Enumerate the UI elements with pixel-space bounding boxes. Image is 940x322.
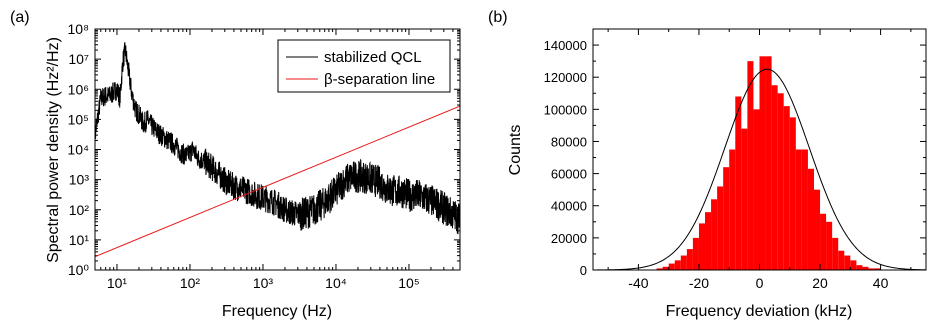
y-tick-label: 20000 (551, 231, 587, 246)
histogram-bar (795, 149, 802, 270)
panel-a-y-axis-label: Spectral power density (Hz²/Hz) (45, 37, 62, 263)
histogram-bar (735, 96, 742, 270)
x-tick-label: 20 (812, 275, 828, 291)
histogram-bar (838, 250, 845, 270)
histogram-bar (692, 237, 699, 270)
panel-a-label: (a) (10, 9, 30, 26)
x-tick-label: 10² (180, 275, 201, 291)
panel-b-y-axis-label: Counts (507, 125, 524, 176)
histogram-bar (789, 117, 796, 270)
histogram-bar (705, 212, 712, 270)
panel-a-x-tick-labels: 10¹ 10² 10³ 10⁴ 10⁵ (107, 275, 420, 291)
x-tick-label: -20 (689, 275, 709, 291)
histogram-bar (747, 61, 754, 270)
histogram-bar (844, 255, 851, 270)
beta-separation-line (95, 105, 460, 258)
histogram-bar (826, 221, 833, 270)
histogram-bar (753, 109, 760, 270)
histogram-bar (680, 255, 687, 270)
legend-label-stabilized-qcl: stabilized QCL (324, 49, 422, 66)
histogram-bar (850, 260, 857, 270)
y-tick-label: 10³ (69, 172, 90, 188)
panel-b-x-tick-labels: -40 -20 0 20 40 (628, 275, 888, 291)
histogram-bar (698, 223, 706, 270)
x-tick-label: -40 (628, 275, 648, 291)
y-tick-label: 80000 (551, 134, 587, 149)
stabilized-qcl-line (95, 41, 460, 235)
histogram-bar (765, 56, 772, 270)
histogram-bar (668, 263, 675, 270)
panel-a-y-tick-labels: 10⁰ 10¹ 10² 10³ 10⁴ 10⁵ 10⁶ 10⁷ 10⁸ (67, 21, 89, 278)
histogram-bar (813, 189, 821, 270)
x-tick-label: 10⁴ (325, 275, 347, 291)
histogram-bar (777, 93, 784, 270)
x-tick-label: 0 (756, 275, 764, 291)
histogram-bar (729, 149, 736, 270)
panel-b-y-tick-labels: 0 20000 40000 60000 80000 100000 120000 140000 (544, 38, 587, 278)
y-tick-label: 10⁷ (68, 51, 89, 67)
panel-a: (a) 10¹ 10² 10³ 10⁴ 10⁵ 10⁰10¹10²10³10⁴10⁵10… (10, 9, 461, 320)
y-tick-label: 10⁵ (68, 111, 89, 127)
histogram-bar (801, 149, 808, 270)
histogram-bar (783, 106, 790, 270)
histogram-bar (686, 249, 693, 270)
histogram-bar (771, 85, 778, 270)
panel-b: (b) -40 -20 0 20 40 0 20000 40000 60000 80000 100… (488, 9, 927, 320)
y-tick-label: 60000 (551, 167, 587, 182)
y-tick-label: 140000 (544, 38, 587, 53)
y-tick-label: 120000 (544, 70, 587, 85)
y-tick-label: 10⁶ (68, 81, 89, 97)
panel-a-legend: stabilized QCL β-separation line (277, 39, 451, 93)
histogram-bar (868, 268, 875, 270)
panel-b-x-axis-label: Frequency deviation (kHz) (666, 303, 853, 320)
histogram-bars (656, 56, 881, 270)
y-tick-label: 10⁸ (68, 21, 90, 37)
panel-a-x-axis-label: Frequency (Hz) (222, 303, 332, 320)
y-tick-label: 40000 (551, 199, 587, 214)
histogram-bar (856, 265, 863, 270)
x-tick-label: 10⁵ (398, 275, 419, 291)
histogram-bar (807, 168, 814, 270)
y-tick-label: 10⁰ (68, 262, 90, 278)
histogram-bar (717, 186, 724, 270)
histogram-bar (656, 268, 663, 270)
histogram-bar (723, 167, 730, 270)
panel-b-plot-frame (592, 28, 927, 271)
y-tick-label: 0 (580, 263, 587, 278)
y-tick-label: 10² (69, 202, 90, 218)
histogram-bar (832, 237, 839, 270)
histogram-bar (874, 268, 881, 270)
histogram-bar (862, 266, 869, 270)
panel-a-plot-frame (94, 28, 461, 271)
legend-box (277, 39, 451, 93)
y-tick-label: 10⁴ (67, 142, 89, 158)
panel-b-label: (b) (488, 9, 508, 26)
x-tick-label: 40 (873, 275, 889, 291)
histogram-bar (674, 260, 681, 270)
x-tick-label: 10³ (253, 275, 274, 291)
y-tick-label: 100000 (544, 102, 587, 117)
histogram-bar (741, 128, 748, 270)
histogram-bar (711, 199, 718, 270)
legend-label-beta-separation: β-separation line (324, 71, 435, 88)
gaussian-fit-curve (593, 68, 926, 270)
x-tick-label: 10¹ (107, 275, 128, 291)
histogram-bar (759, 56, 766, 270)
y-tick-label: 10¹ (69, 232, 90, 248)
histogram-bar (820, 213, 827, 270)
histogram-bar (662, 266, 669, 270)
